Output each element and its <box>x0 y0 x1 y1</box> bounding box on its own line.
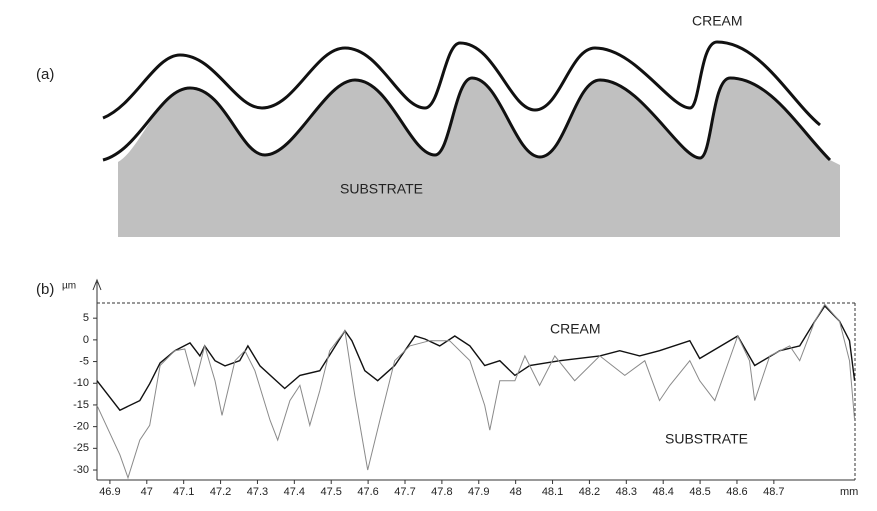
y-tick-label: -15 <box>73 399 89 411</box>
x-tick-label: 47.2 <box>210 486 231 498</box>
cream-label: CREAM <box>692 13 743 29</box>
substrate-label: SUBSTRATE <box>340 181 423 197</box>
figure: (a) CREAM SUBSTRATE (b) µm mm 5 0 -5 -10 -15… <box>0 0 877 506</box>
panel-label: (a) <box>36 66 54 83</box>
x-tick-label: 46.9 <box>99 486 120 498</box>
x-axis-label: mm <box>840 486 858 498</box>
x-tick-label: 48.6 <box>726 486 747 498</box>
profile-line <box>97 306 855 410</box>
y-tick-label: -25 <box>73 442 89 454</box>
profile-line <box>97 304 855 478</box>
x-tick-label: 47.6 <box>357 486 378 498</box>
x-tick-label: 47.7 <box>394 486 415 498</box>
x-tick-label: 47.4 <box>284 486 305 498</box>
panel-label: (b) <box>36 281 54 298</box>
x-tick-label: 47.9 <box>468 486 489 498</box>
schematic: (a) CREAM SUBSTRATE <box>36 13 840 237</box>
x-tick-label: 48 <box>510 486 522 498</box>
y-tick-label: -30 <box>73 464 89 476</box>
y-tick-label: -5 <box>79 355 89 367</box>
y-tick-label: 0 <box>83 334 89 346</box>
x-tick-label: 48.1 <box>542 486 563 498</box>
y-tick-label: -20 <box>73 421 89 433</box>
y-tick-label: -10 <box>73 377 89 389</box>
series-label: SUBSTRATE <box>665 431 748 447</box>
x-tick-label: 48.2 <box>579 486 600 498</box>
series-label: CREAM <box>550 321 601 337</box>
y-tick-label: 5 <box>83 312 89 324</box>
x-tick-label: 48.7 <box>763 486 784 498</box>
x-tick-label: 48.5 <box>689 486 710 498</box>
x-tick-label: 48.4 <box>652 486 673 498</box>
x-tick-label: 47.3 <box>247 486 268 498</box>
x-tick-label: 47.8 <box>431 486 452 498</box>
substrate-fill <box>118 78 840 237</box>
x-tick-label: 47 <box>141 486 153 498</box>
x-tick-label: 48.3 <box>616 486 637 498</box>
y-axis-label: µm <box>62 281 76 292</box>
x-tick-label: 47.1 <box>173 486 194 498</box>
x-tick-label: 47.5 <box>321 486 342 498</box>
